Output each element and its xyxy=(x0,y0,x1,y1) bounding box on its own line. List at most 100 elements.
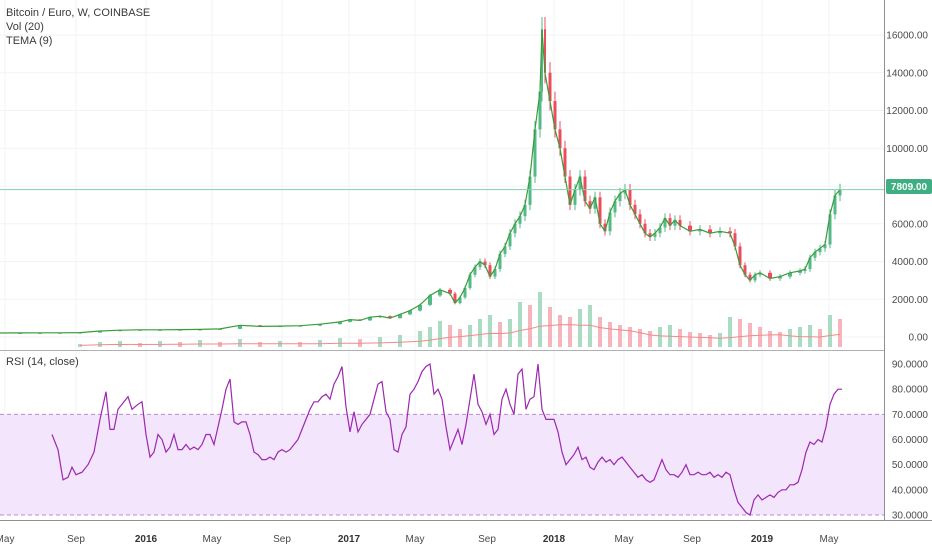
candle-body xyxy=(398,314,402,319)
price-tick-label: 2000.00 xyxy=(892,295,929,306)
candle-body xyxy=(678,219,682,226)
candle-body xyxy=(728,231,732,234)
time-tick-label: May xyxy=(0,534,14,545)
volume-bar xyxy=(838,319,842,347)
volume-bars xyxy=(78,292,842,347)
candle-body xyxy=(368,317,372,321)
candle-body xyxy=(448,289,452,294)
candle-body xyxy=(418,304,422,311)
volume-bar xyxy=(198,340,202,347)
candle-body xyxy=(593,197,597,209)
volume-bar xyxy=(768,331,772,347)
volume-bar xyxy=(688,332,692,347)
candle-body xyxy=(658,227,662,234)
volume-bar xyxy=(758,327,762,347)
legend-tema[interactable]: TEMA (9) xyxy=(6,35,53,47)
candle-body xyxy=(818,248,822,253)
candle-body xyxy=(668,218,672,226)
rsi-tick-label: 50.0000 xyxy=(892,460,929,471)
candle-body xyxy=(463,287,467,298)
candle-body xyxy=(618,193,622,202)
volume-bar xyxy=(588,305,592,347)
volume-bar xyxy=(598,317,602,347)
candle-body xyxy=(583,176,587,202)
candle-body xyxy=(648,233,652,237)
volume-bar xyxy=(638,329,642,347)
candle-body xyxy=(743,265,747,275)
candle-body xyxy=(628,189,632,205)
time-tick-label: Sep xyxy=(478,534,496,545)
candle-body xyxy=(833,195,837,215)
candle-body xyxy=(568,176,572,205)
candle-body xyxy=(498,253,502,270)
candle-body xyxy=(483,261,487,266)
volume-bar xyxy=(258,342,262,347)
volume-bar xyxy=(518,302,522,347)
volume-bar xyxy=(338,338,342,347)
candle-body xyxy=(698,229,702,232)
time-tick-label: 2019 xyxy=(751,534,774,545)
candle-body xyxy=(663,218,667,228)
time-tick-label: May xyxy=(406,534,425,545)
volume-bar xyxy=(608,322,612,347)
candle-body xyxy=(238,325,242,329)
volume-bar xyxy=(648,331,652,347)
rsi-tick-label: 30.0000 xyxy=(892,511,929,522)
volume-bar xyxy=(138,343,142,347)
candle-body xyxy=(798,270,802,273)
volume-bar xyxy=(678,329,682,347)
candle-body xyxy=(813,252,817,258)
legend-vol[interactable]: Vol (20) xyxy=(6,21,44,33)
legend-title[interactable]: Bitcoin / Euro, W, COINBASE xyxy=(6,7,151,19)
candle-body xyxy=(718,231,722,234)
rsi-tick-label: 80.0000 xyxy=(892,385,929,396)
candle-body xyxy=(823,244,827,249)
rsi-legend[interactable]: RSI (14, close) xyxy=(6,356,79,368)
candle-body xyxy=(408,310,412,315)
candle-body xyxy=(548,72,552,102)
candle-body xyxy=(708,229,712,234)
candle-body xyxy=(508,233,512,247)
candle-body xyxy=(493,269,497,277)
candle-body xyxy=(513,223,517,234)
candle-body xyxy=(563,148,567,177)
candle-body xyxy=(753,274,757,281)
rsi-tick-label: 70.0000 xyxy=(892,410,929,421)
candle-body xyxy=(538,91,542,130)
candle-body xyxy=(748,274,752,281)
candle-body xyxy=(633,204,637,215)
candle-body xyxy=(528,176,532,205)
volume-bar xyxy=(568,317,572,347)
candle-body xyxy=(541,29,543,92)
volume-bar xyxy=(728,317,732,347)
tema-line xyxy=(0,29,841,334)
volume-bar xyxy=(438,321,442,347)
volume-bar xyxy=(558,315,562,347)
candle-body xyxy=(558,129,562,149)
candle-body xyxy=(388,316,392,319)
candle-body xyxy=(733,233,737,247)
volume-ma-line xyxy=(79,324,841,346)
chart-legend: Bitcoin / Euro, W, COINBASE Vol (20) TEM… xyxy=(6,6,150,48)
volume-bar xyxy=(538,292,542,347)
price-tick-label: 6000.00 xyxy=(892,219,929,230)
time-tick-label: Sep xyxy=(67,534,85,545)
candle-body xyxy=(503,246,507,254)
candle-body xyxy=(533,129,537,177)
volume-bar xyxy=(738,319,742,347)
candles xyxy=(18,17,842,334)
volume-bar xyxy=(428,327,432,347)
rsi-band xyxy=(0,414,884,515)
volume-bar xyxy=(418,331,422,347)
candle-body xyxy=(348,319,352,322)
candle-body xyxy=(518,216,522,224)
volume-bar xyxy=(778,332,782,347)
price-tick-label: 16000.00 xyxy=(886,31,928,42)
candle-body xyxy=(453,293,457,304)
volume-bar xyxy=(618,325,622,347)
price-tick-label: 0.00 xyxy=(909,333,929,344)
price-tick-label: 14000.00 xyxy=(886,68,928,79)
volume-bar xyxy=(658,327,662,347)
candle-body xyxy=(738,246,742,266)
